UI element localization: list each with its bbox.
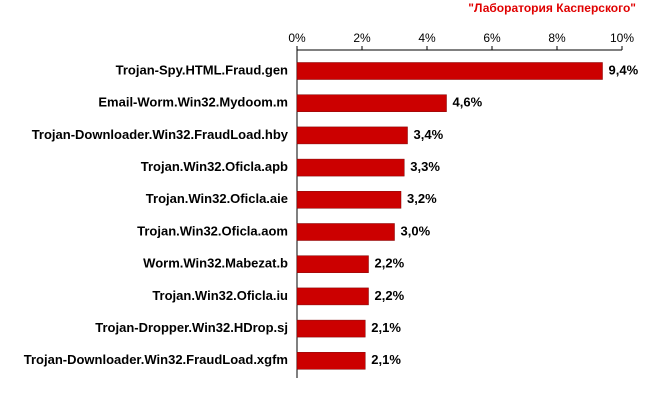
bar xyxy=(296,126,408,145)
bar xyxy=(296,158,405,177)
bar xyxy=(296,94,447,112)
value-label: 2,1% xyxy=(371,320,401,335)
value-label: 3,0% xyxy=(401,223,431,238)
x-tick-label: 6% xyxy=(483,31,501,45)
y-tick-label: Trojan-Dropper.Win32.HDrop.sj xyxy=(95,320,288,335)
y-tick-label: Trojan-Spy.HTML.Fraud.gen xyxy=(116,62,288,77)
y-tick-label: Trojan.Win32.Oficla.aom xyxy=(137,223,288,238)
x-tick-label: 4% xyxy=(418,31,436,45)
y-tick-label: Trojan-Downloader.Win32.FraudLoad.xgfm xyxy=(24,352,288,367)
y-tick-label: Trojan.Win32.Oficla.iu xyxy=(152,288,288,303)
value-label: 4,6% xyxy=(453,95,483,110)
chart-title: "Лаборатория Касперского" xyxy=(468,1,636,15)
x-tick-label: 0% xyxy=(288,31,306,45)
y-tick-label: Email-Worm.Win32.Mydoom.m xyxy=(98,95,288,110)
value-label: 9,4% xyxy=(609,62,639,77)
bar xyxy=(296,319,366,338)
value-label: 3,4% xyxy=(414,127,444,142)
value-label: 2,2% xyxy=(375,256,405,271)
y-tick-label: Worm.Win32.Mabezat.b xyxy=(143,256,288,271)
bar xyxy=(296,62,603,80)
value-label: 3,3% xyxy=(410,159,440,174)
bar xyxy=(296,223,395,241)
y-tick-label: Trojan-Downloader.Win32.FraudLoad.hby xyxy=(32,127,289,142)
x-tick-label: 2% xyxy=(353,31,371,45)
x-tick-label: 8% xyxy=(548,31,566,45)
value-label: 2,1% xyxy=(371,352,401,367)
value-label: 3,2% xyxy=(407,191,437,206)
y-tick-label: Trojan.Win32.Oficla.apb xyxy=(141,159,288,174)
bar xyxy=(296,287,369,306)
y-tick-label: Trojan.Win32.Oficla.aie xyxy=(146,191,288,206)
bar xyxy=(296,255,369,273)
x-tick-label: 10% xyxy=(610,31,634,45)
value-label: 2,2% xyxy=(375,288,405,303)
bar xyxy=(296,191,402,209)
bar xyxy=(296,352,366,370)
